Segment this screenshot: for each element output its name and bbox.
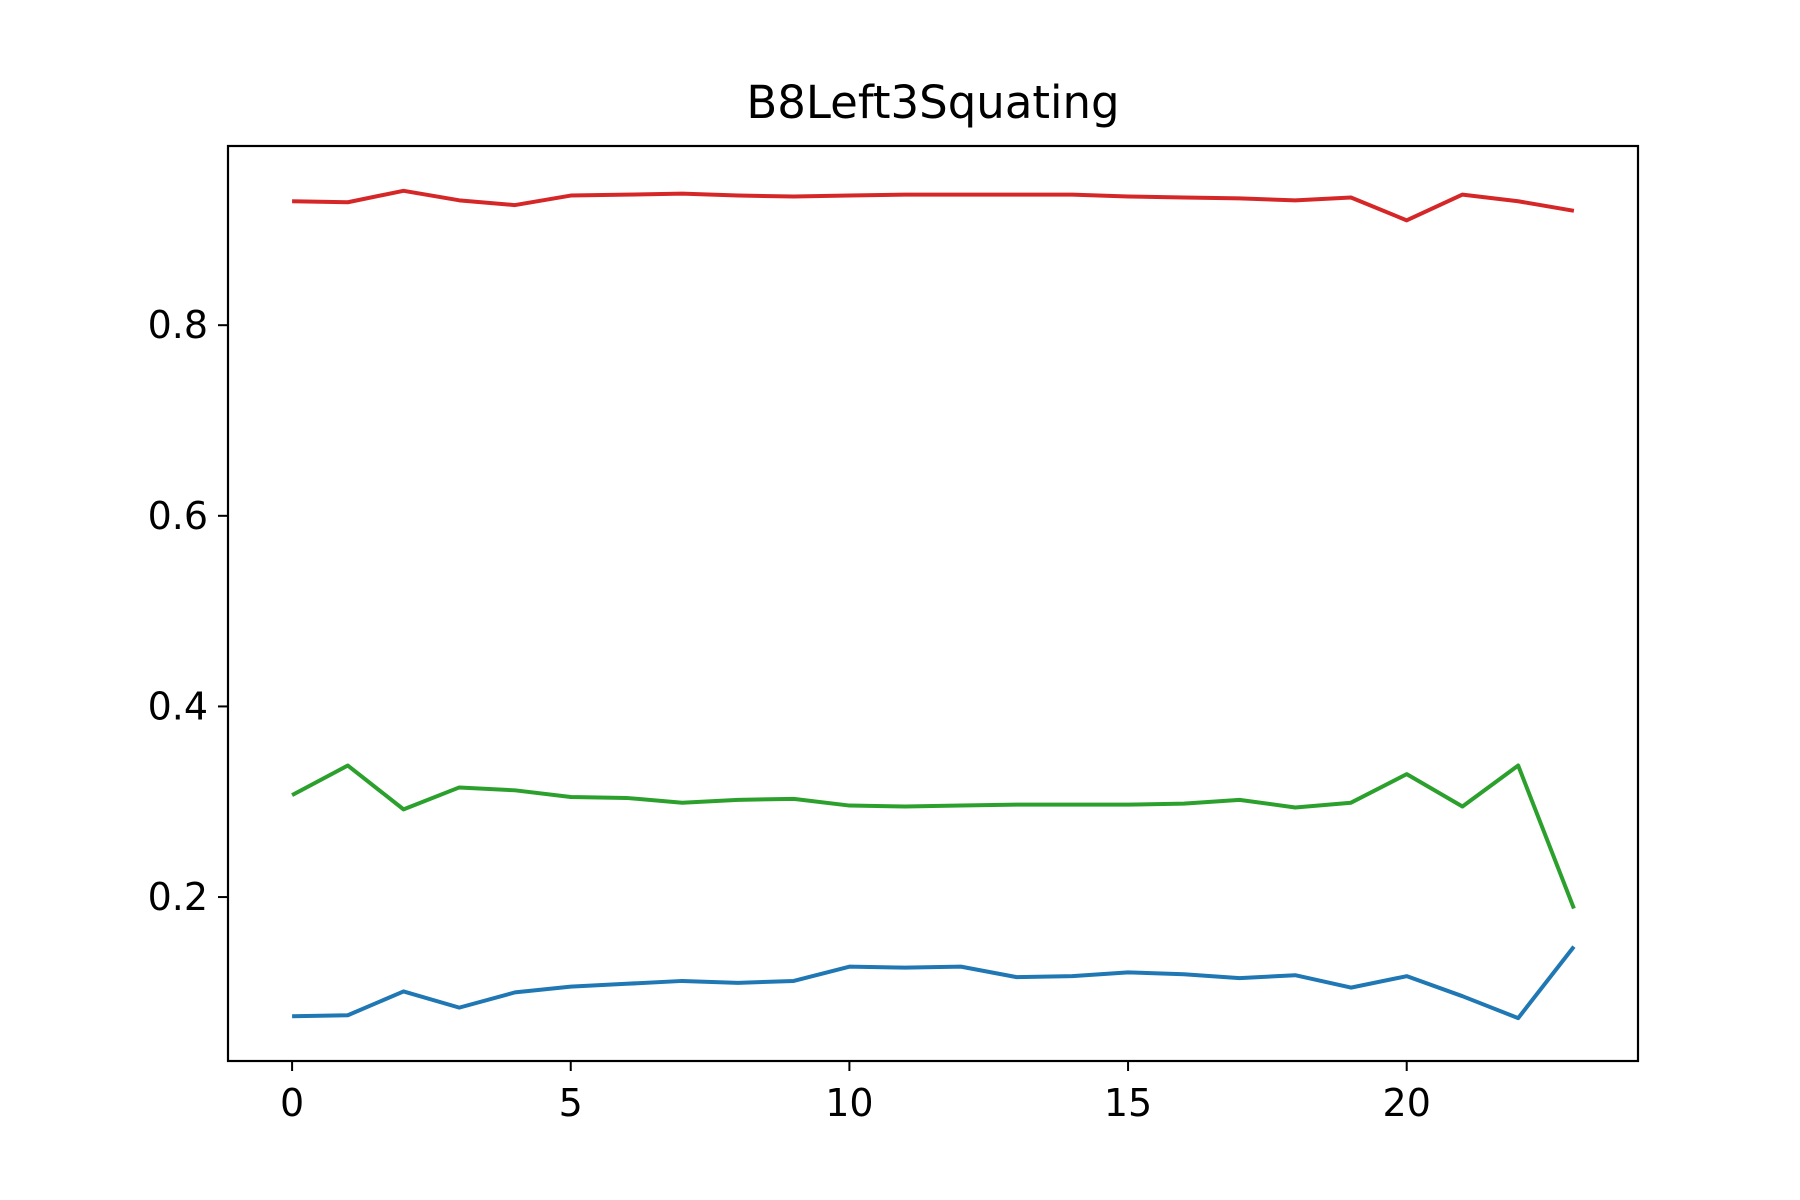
series-line-2 — [291, 763, 1576, 910]
x-tick-label: 5 — [559, 1081, 583, 1125]
y-tick-label: 0.6 — [148, 494, 208, 538]
plot-area-frame — [226, 144, 1640, 1063]
series-line-1 — [292, 945, 1576, 1021]
y-tick-label: 0.8 — [148, 303, 208, 347]
x-tick-label: 15 — [1104, 1081, 1152, 1125]
x-tick-label: 10 — [825, 1081, 873, 1125]
x-axis: 0 5 10 15 20 — [280, 1061, 1431, 1125]
y-axis: 0.2 0.4 0.6 0.8 — [148, 303, 228, 919]
x-tick-label: 20 — [1383, 1081, 1431, 1125]
y-tick-label: 0.2 — [148, 875, 208, 919]
chart-title: B8Left3Squating — [746, 76, 1119, 129]
series-layer — [291, 188, 1576, 1021]
series-line-3 — [292, 188, 1575, 223]
x-tick-label: 0 — [280, 1081, 304, 1125]
y-tick-label: 0.4 — [148, 684, 208, 728]
